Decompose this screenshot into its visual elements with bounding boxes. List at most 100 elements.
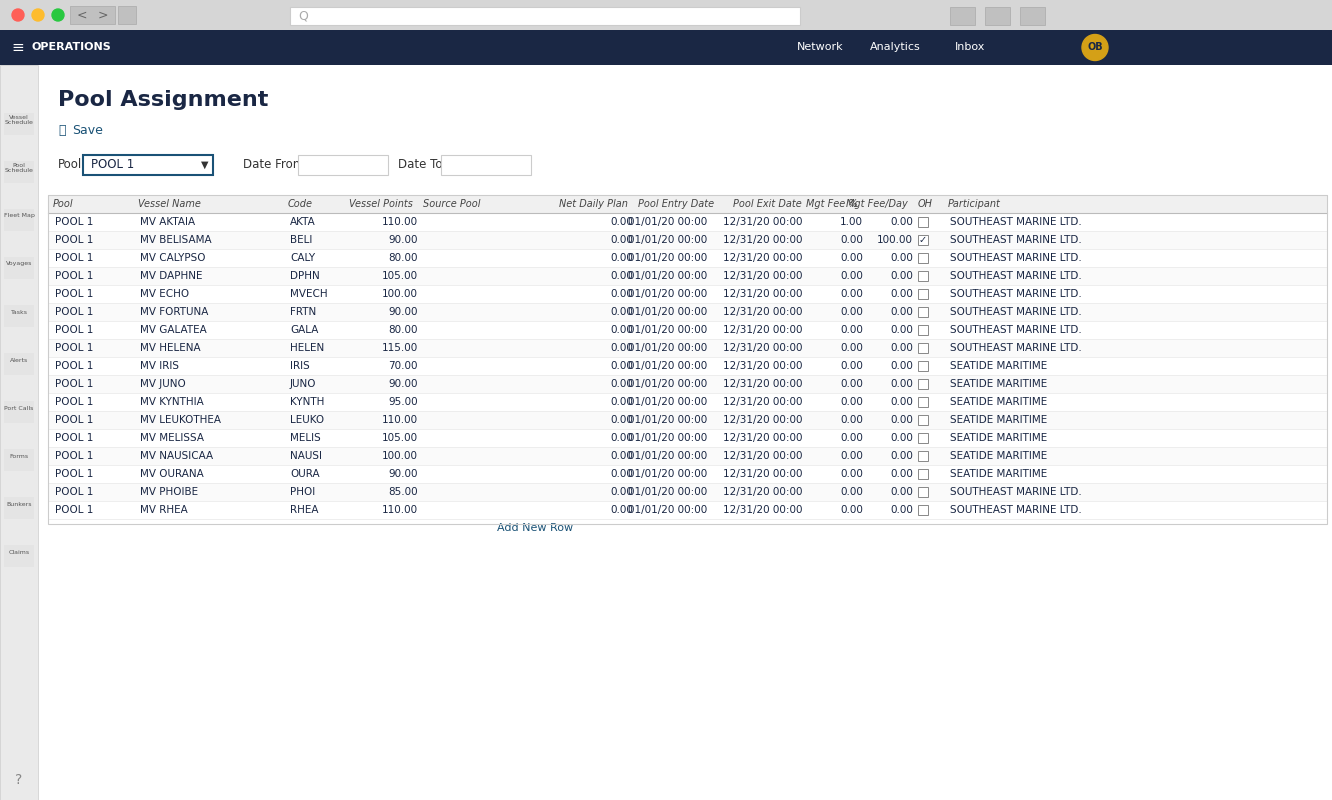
Text: 12/31/20 00:00: 12/31/20 00:00	[723, 361, 803, 371]
Text: 12/31/20 00:00: 12/31/20 00:00	[723, 487, 803, 497]
Bar	[48, 213, 1327, 231]
Text: 01/01/20 00:00: 01/01/20 00:00	[629, 487, 707, 497]
Text: 100.00: 100.00	[382, 451, 418, 461]
Text: MV OURANA: MV OURANA	[140, 469, 204, 479]
Text: MV KYNTHIA: MV KYNTHIA	[140, 397, 204, 407]
Text: POOL 1: POOL 1	[55, 451, 93, 461]
Bar	[290, 7, 801, 25]
Text: SOUTHEAST MARINE LTD.: SOUTHEAST MARINE LTD.	[950, 325, 1082, 335]
Bar	[48, 267, 1327, 285]
Text: 01/01/20 00:00: 01/01/20 00:00	[629, 451, 707, 461]
Text: CALY: CALY	[290, 253, 316, 263]
Text: SOUTHEAST MARINE LTD.: SOUTHEAST MARINE LTD.	[950, 253, 1082, 263]
Text: <: <	[77, 9, 88, 22]
Text: ▼: ▼	[201, 160, 209, 170]
Text: Pool: Pool	[59, 158, 83, 171]
Text: Forms: Forms	[9, 454, 28, 458]
Text: Vessel Name: Vessel Name	[139, 199, 201, 209]
Circle shape	[52, 9, 64, 21]
Text: JUNO: JUNO	[290, 379, 317, 389]
Text: MV LEUKOTHEA: MV LEUKOTHEA	[140, 415, 221, 425]
Text: 01/01/20 00:00: 01/01/20 00:00	[629, 325, 707, 335]
Text: POOL 1: POOL 1	[55, 505, 93, 515]
Bar	[984, 7, 1010, 25]
Text: POOL 1: POOL 1	[91, 158, 135, 171]
Text: 0.00: 0.00	[840, 271, 863, 281]
Text: MV FORTUNA: MV FORTUNA	[140, 307, 208, 317]
Text: MV IRIS: MV IRIS	[140, 361, 178, 371]
Text: SOUTHEAST MARINE LTD.: SOUTHEAST MARINE LTD.	[950, 271, 1082, 281]
Text: 0.00: 0.00	[840, 361, 863, 371]
Text: 0.00: 0.00	[890, 343, 912, 353]
Bar	[48, 393, 1327, 411]
Text: 12/31/20 00:00: 12/31/20 00:00	[723, 451, 803, 461]
Text: 90.00: 90.00	[389, 235, 418, 245]
Text: 0.00: 0.00	[610, 415, 633, 425]
Text: MV ECHO: MV ECHO	[140, 289, 189, 299]
Text: Mgt Fee %: Mgt Fee %	[806, 199, 858, 209]
Bar	[950, 7, 975, 25]
Text: 01/01/20 00:00: 01/01/20 00:00	[629, 217, 707, 227]
Text: POOL 1: POOL 1	[55, 217, 93, 227]
Text: Date To: Date To	[398, 158, 442, 171]
Bar	[4, 257, 35, 279]
Text: 0.00: 0.00	[840, 325, 863, 335]
Bar	[918, 217, 928, 227]
Text: POOL 1: POOL 1	[55, 469, 93, 479]
Text: 12/31/20 00:00: 12/31/20 00:00	[723, 325, 803, 335]
Bar	[48, 357, 1327, 375]
Text: MV MELISSA: MV MELISSA	[140, 433, 204, 443]
Bar	[918, 397, 928, 407]
Text: 01/01/20 00:00: 01/01/20 00:00	[629, 505, 707, 515]
Bar	[48, 249, 1327, 267]
Text: 01/01/20 00:00: 01/01/20 00:00	[629, 289, 707, 299]
Text: MV HELENA: MV HELENA	[140, 343, 201, 353]
Bar	[918, 433, 928, 443]
Text: 12/31/20 00:00: 12/31/20 00:00	[723, 307, 803, 317]
Text: 0.00: 0.00	[890, 379, 912, 389]
Text: Vessel
Schedule: Vessel Schedule	[4, 114, 33, 126]
Text: Bunkers: Bunkers	[7, 502, 32, 506]
Text: 0.00: 0.00	[610, 325, 633, 335]
Text: 0.00: 0.00	[840, 505, 863, 515]
Text: POOL 1: POOL 1	[55, 289, 93, 299]
Bar	[48, 429, 1327, 447]
Text: 01/01/20 00:00: 01/01/20 00:00	[629, 307, 707, 317]
Text: 0.00: 0.00	[890, 505, 912, 515]
Text: 01/01/20 00:00: 01/01/20 00:00	[629, 253, 707, 263]
Text: POOL 1: POOL 1	[55, 271, 93, 281]
Text: 0.00: 0.00	[890, 271, 912, 281]
Text: POOL 1: POOL 1	[55, 487, 93, 497]
Text: MV NAUSICAA: MV NAUSICAA	[140, 451, 213, 461]
Text: Q: Q	[298, 10, 308, 22]
Text: MV RHEA: MV RHEA	[140, 505, 188, 515]
Text: Analytics: Analytics	[870, 42, 920, 53]
Text: POOL 1: POOL 1	[55, 361, 93, 371]
Bar	[918, 415, 928, 425]
Text: Mgt Fee/Day: Mgt Fee/Day	[846, 199, 908, 209]
Text: 0.00: 0.00	[610, 487, 633, 497]
Text: POOL 1: POOL 1	[55, 415, 93, 425]
Text: Port Calls: Port Calls	[4, 406, 33, 410]
Bar	[48, 465, 1327, 483]
Bar	[1020, 7, 1046, 25]
Bar	[918, 271, 928, 281]
Text: 01/01/20 00:00: 01/01/20 00:00	[629, 469, 707, 479]
Text: 1.00: 1.00	[840, 217, 863, 227]
Text: 0.00: 0.00	[890, 325, 912, 335]
Text: 90.00: 90.00	[389, 469, 418, 479]
Bar	[48, 321, 1327, 339]
Text: Network: Network	[797, 42, 843, 53]
Bar	[4, 113, 35, 135]
Text: IRIS: IRIS	[290, 361, 310, 371]
Text: 0.00: 0.00	[610, 217, 633, 227]
Text: FRTN: FRTN	[290, 307, 316, 317]
Text: 01/01/20 00:00: 01/01/20 00:00	[629, 415, 707, 425]
Text: 110.00: 110.00	[382, 217, 418, 227]
Text: SEATIDE MARITIME: SEATIDE MARITIME	[950, 361, 1047, 371]
Text: MV GALATEA: MV GALATEA	[140, 325, 206, 335]
Text: 0.00: 0.00	[610, 235, 633, 245]
Text: Participant: Participant	[948, 199, 1000, 209]
Text: Inbox: Inbox	[955, 42, 986, 53]
Text: 115.00: 115.00	[382, 343, 418, 353]
